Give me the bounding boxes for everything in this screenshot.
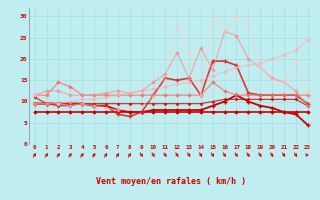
Text: Vent moyen/en rafales ( km/h ): Vent moyen/en rafales ( km/h ): [96, 178, 246, 186]
